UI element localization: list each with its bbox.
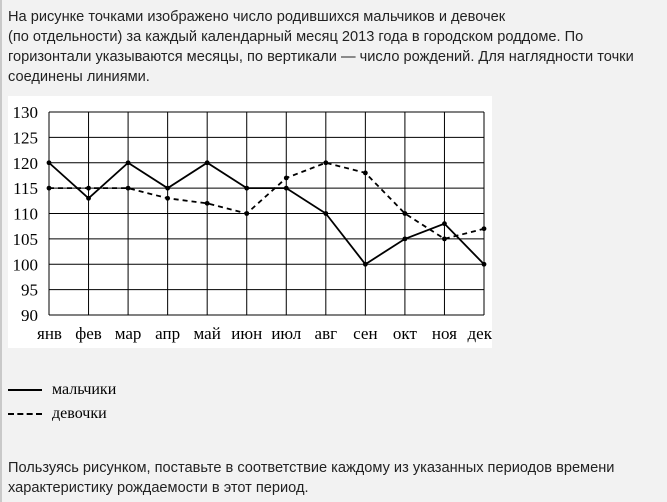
- y-tick-label: 120: [13, 154, 39, 173]
- y-tick-label: 125: [13, 128, 39, 147]
- y-tick-label: 95: [21, 281, 38, 300]
- solid-line-swatch: [8, 389, 42, 391]
- outro-text: Пользуясь рисунком, поставьте в соответс…: [8, 458, 663, 498]
- legend-label-girls: девочки: [52, 405, 107, 422]
- y-tick-label: 105: [13, 230, 39, 249]
- data-point-boys: [165, 185, 171, 191]
- intro-line: (по отдельности) за каждый календарный м…: [8, 29, 584, 45]
- data-point-girls: [46, 185, 52, 191]
- legend-label-boys: мальчики: [52, 381, 117, 398]
- data-point-boys: [323, 211, 329, 216]
- data-point-boys: [86, 195, 91, 201]
- data-point-boys: [244, 185, 250, 191]
- x-tick-label: сен: [353, 324, 377, 343]
- data-point-boys: [46, 160, 52, 166]
- y-tick-label: 115: [13, 179, 38, 198]
- x-tick-label: окт: [393, 324, 418, 343]
- left-border: [0, 0, 2, 502]
- intro-text: На рисунке точками изображено число роди…: [8, 7, 663, 87]
- data-point-girls: [362, 170, 368, 176]
- data-point-boys: [402, 236, 408, 242]
- data-point-girls: [86, 185, 91, 191]
- data-point-boys: [442, 221, 447, 227]
- chart-legend: мальчики девочки: [8, 378, 116, 426]
- data-point-girls: [244, 211, 250, 216]
- data-point-girls: [402, 211, 408, 216]
- chart-canvas: 90 95 100 105 110 115 120 125 130 янв фев мар апр май…: [13, 103, 493, 343]
- data-point-girls: [125, 185, 131, 191]
- x-tick-label: мар: [115, 324, 142, 343]
- intro-line: На рисунке точками изображено число роди…: [8, 9, 506, 25]
- intro-line: горизонтали указываются месяцы, по верти…: [8, 49, 634, 65]
- x-tick-label: фев: [75, 324, 102, 343]
- x-tick-label: май: [194, 324, 221, 343]
- data-point-girls: [481, 226, 487, 232]
- x-tick-label: апр: [155, 324, 180, 343]
- data-point-boys: [481, 261, 487, 267]
- data-point-boys: [283, 185, 289, 191]
- y-tick-label: 90: [21, 306, 38, 325]
- legend-item-boys: мальчики: [8, 378, 116, 402]
- y-tick-label: 130: [13, 103, 39, 122]
- x-tick-label: ноя: [432, 324, 457, 343]
- x-tick-label: янв: [37, 324, 62, 343]
- y-tick-label: 100: [13, 255, 39, 274]
- outro-line: характеристику рождаемости в этот период…: [8, 480, 309, 496]
- series-line-girls: [49, 161, 485, 240]
- x-tick-label: авг: [315, 324, 338, 343]
- dashed-line-swatch: [8, 413, 42, 415]
- legend-item-girls: девочки: [8, 402, 116, 426]
- birth-chart: 90 95 100 105 110 115 120 125 130 янв фев мар апр май…: [8, 96, 492, 348]
- series-line-boys: [48, 161, 485, 266]
- data-point-boys: [362, 261, 368, 267]
- data-point-girls: [323, 160, 329, 166]
- x-tick-label: июл: [271, 324, 301, 343]
- data-point-girls: [204, 200, 210, 206]
- intro-line: соединены линиями.: [8, 69, 150, 85]
- outro-line: Пользуясь рисунком, поставьте в соответс…: [8, 460, 615, 476]
- data-point-boys: [125, 160, 131, 166]
- data-point-girls: [283, 175, 289, 181]
- y-tick-label: 110: [13, 205, 38, 224]
- x-tick-label: июн: [231, 324, 262, 343]
- data-point-girls: [442, 236, 447, 242]
- x-tick-label: дек: [468, 324, 492, 343]
- data-point-boys: [204, 160, 210, 166]
- data-point-girls: [165, 195, 171, 201]
